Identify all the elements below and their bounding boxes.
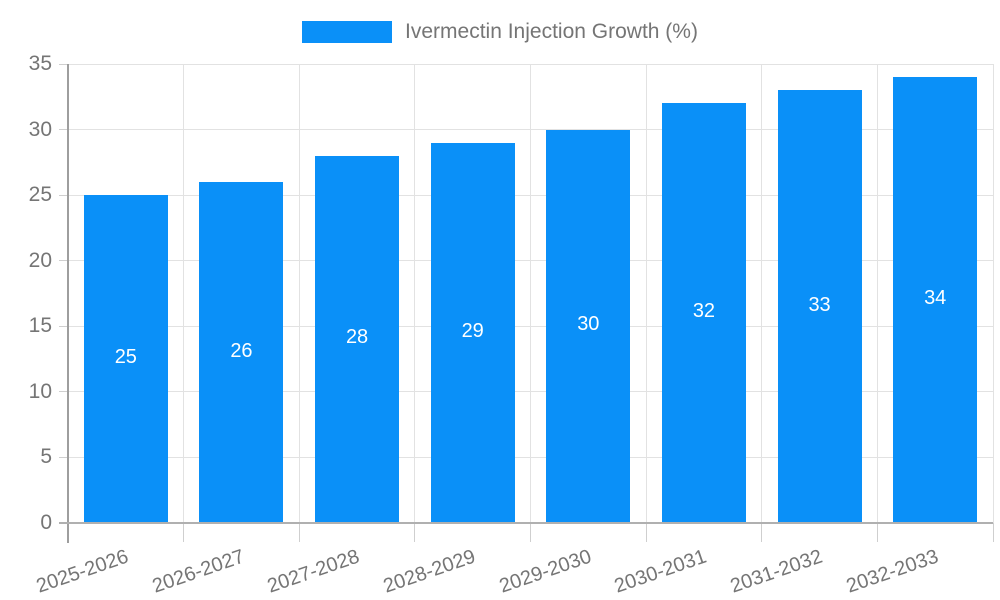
gridline-vertical xyxy=(183,64,185,523)
x-axis-tick xyxy=(183,523,185,542)
x-axis-category-label: 2028-2029 xyxy=(380,545,479,598)
x-axis-tick xyxy=(645,523,647,542)
y-axis-tick-label: 20 xyxy=(28,248,52,272)
plot-area: 25 26 28 29 30 32 33 34 xyxy=(59,63,994,543)
x-axis-tick xyxy=(530,523,531,542)
y-axis-tick xyxy=(59,391,68,393)
bar xyxy=(199,182,284,523)
bar-value-label: 29 xyxy=(461,319,484,342)
y-axis-tick-label: 25 xyxy=(28,183,52,207)
y-axis-tick-label: 15 xyxy=(28,314,52,338)
x-axis-category-label: 2031-2032 xyxy=(727,545,826,598)
y-axis-tick xyxy=(59,456,68,458)
bar-value-label: 30 xyxy=(577,313,600,336)
bar xyxy=(661,103,746,523)
x-axis-category-label: 2025-2026 xyxy=(33,545,132,598)
gridline-vertical xyxy=(530,64,531,523)
bar xyxy=(546,129,631,523)
x-axis-category-label: 2030-2031 xyxy=(611,545,710,598)
x-axis-category-label: 2029-2030 xyxy=(496,545,594,598)
bar-value-label: 28 xyxy=(345,326,369,349)
y-axis-tick-label: 0 xyxy=(40,511,52,534)
y-axis-tick xyxy=(59,194,68,196)
y-axis-tick-label: 35 xyxy=(28,52,52,75)
bar xyxy=(893,77,978,523)
bar xyxy=(430,142,515,523)
bar xyxy=(777,90,862,523)
legend: Ivermectin Injection Growth (%) xyxy=(0,21,1000,43)
x-axis-tick xyxy=(414,523,416,542)
x-axis-tick xyxy=(992,523,994,542)
gridline-vertical xyxy=(761,64,763,523)
y-axis-tick-label: 30 xyxy=(28,117,52,141)
bar-value-label: 26 xyxy=(230,339,253,362)
y-axis-tick-label: 5 xyxy=(40,445,52,469)
gridline-vertical xyxy=(876,64,878,523)
gridline-vertical xyxy=(992,64,994,523)
bar-value-label: 32 xyxy=(692,300,716,323)
bar-value-label: 25 xyxy=(114,346,137,369)
legend-label: Ivermectin Injection Growth (%) xyxy=(405,20,698,43)
x-axis-category-label: 2027-2028 xyxy=(265,545,363,598)
x-axis-baseline xyxy=(59,522,993,524)
gridline-vertical xyxy=(414,64,416,523)
y-axis-tick xyxy=(59,325,68,327)
y-axis-tick xyxy=(59,260,68,262)
x-axis-category-label: 2026-2027 xyxy=(149,545,248,598)
y-axis-tick xyxy=(59,63,68,65)
y-axis-line xyxy=(67,64,69,543)
x-axis-tick xyxy=(761,523,763,542)
y-axis-tick xyxy=(59,129,68,131)
x-axis-category-label: 2032-2033 xyxy=(843,545,941,598)
x-axis-tick xyxy=(876,523,878,542)
gridline-vertical xyxy=(645,64,647,523)
bar-value-label: 34 xyxy=(924,287,947,310)
bar xyxy=(83,195,168,523)
x-axis-tick xyxy=(298,523,300,542)
y-axis-tick-label: 10 xyxy=(28,379,52,403)
gridline-vertical xyxy=(298,64,300,523)
bar xyxy=(315,155,400,523)
legend-swatch-icon xyxy=(302,21,393,43)
bar-value-label: 33 xyxy=(808,293,831,316)
